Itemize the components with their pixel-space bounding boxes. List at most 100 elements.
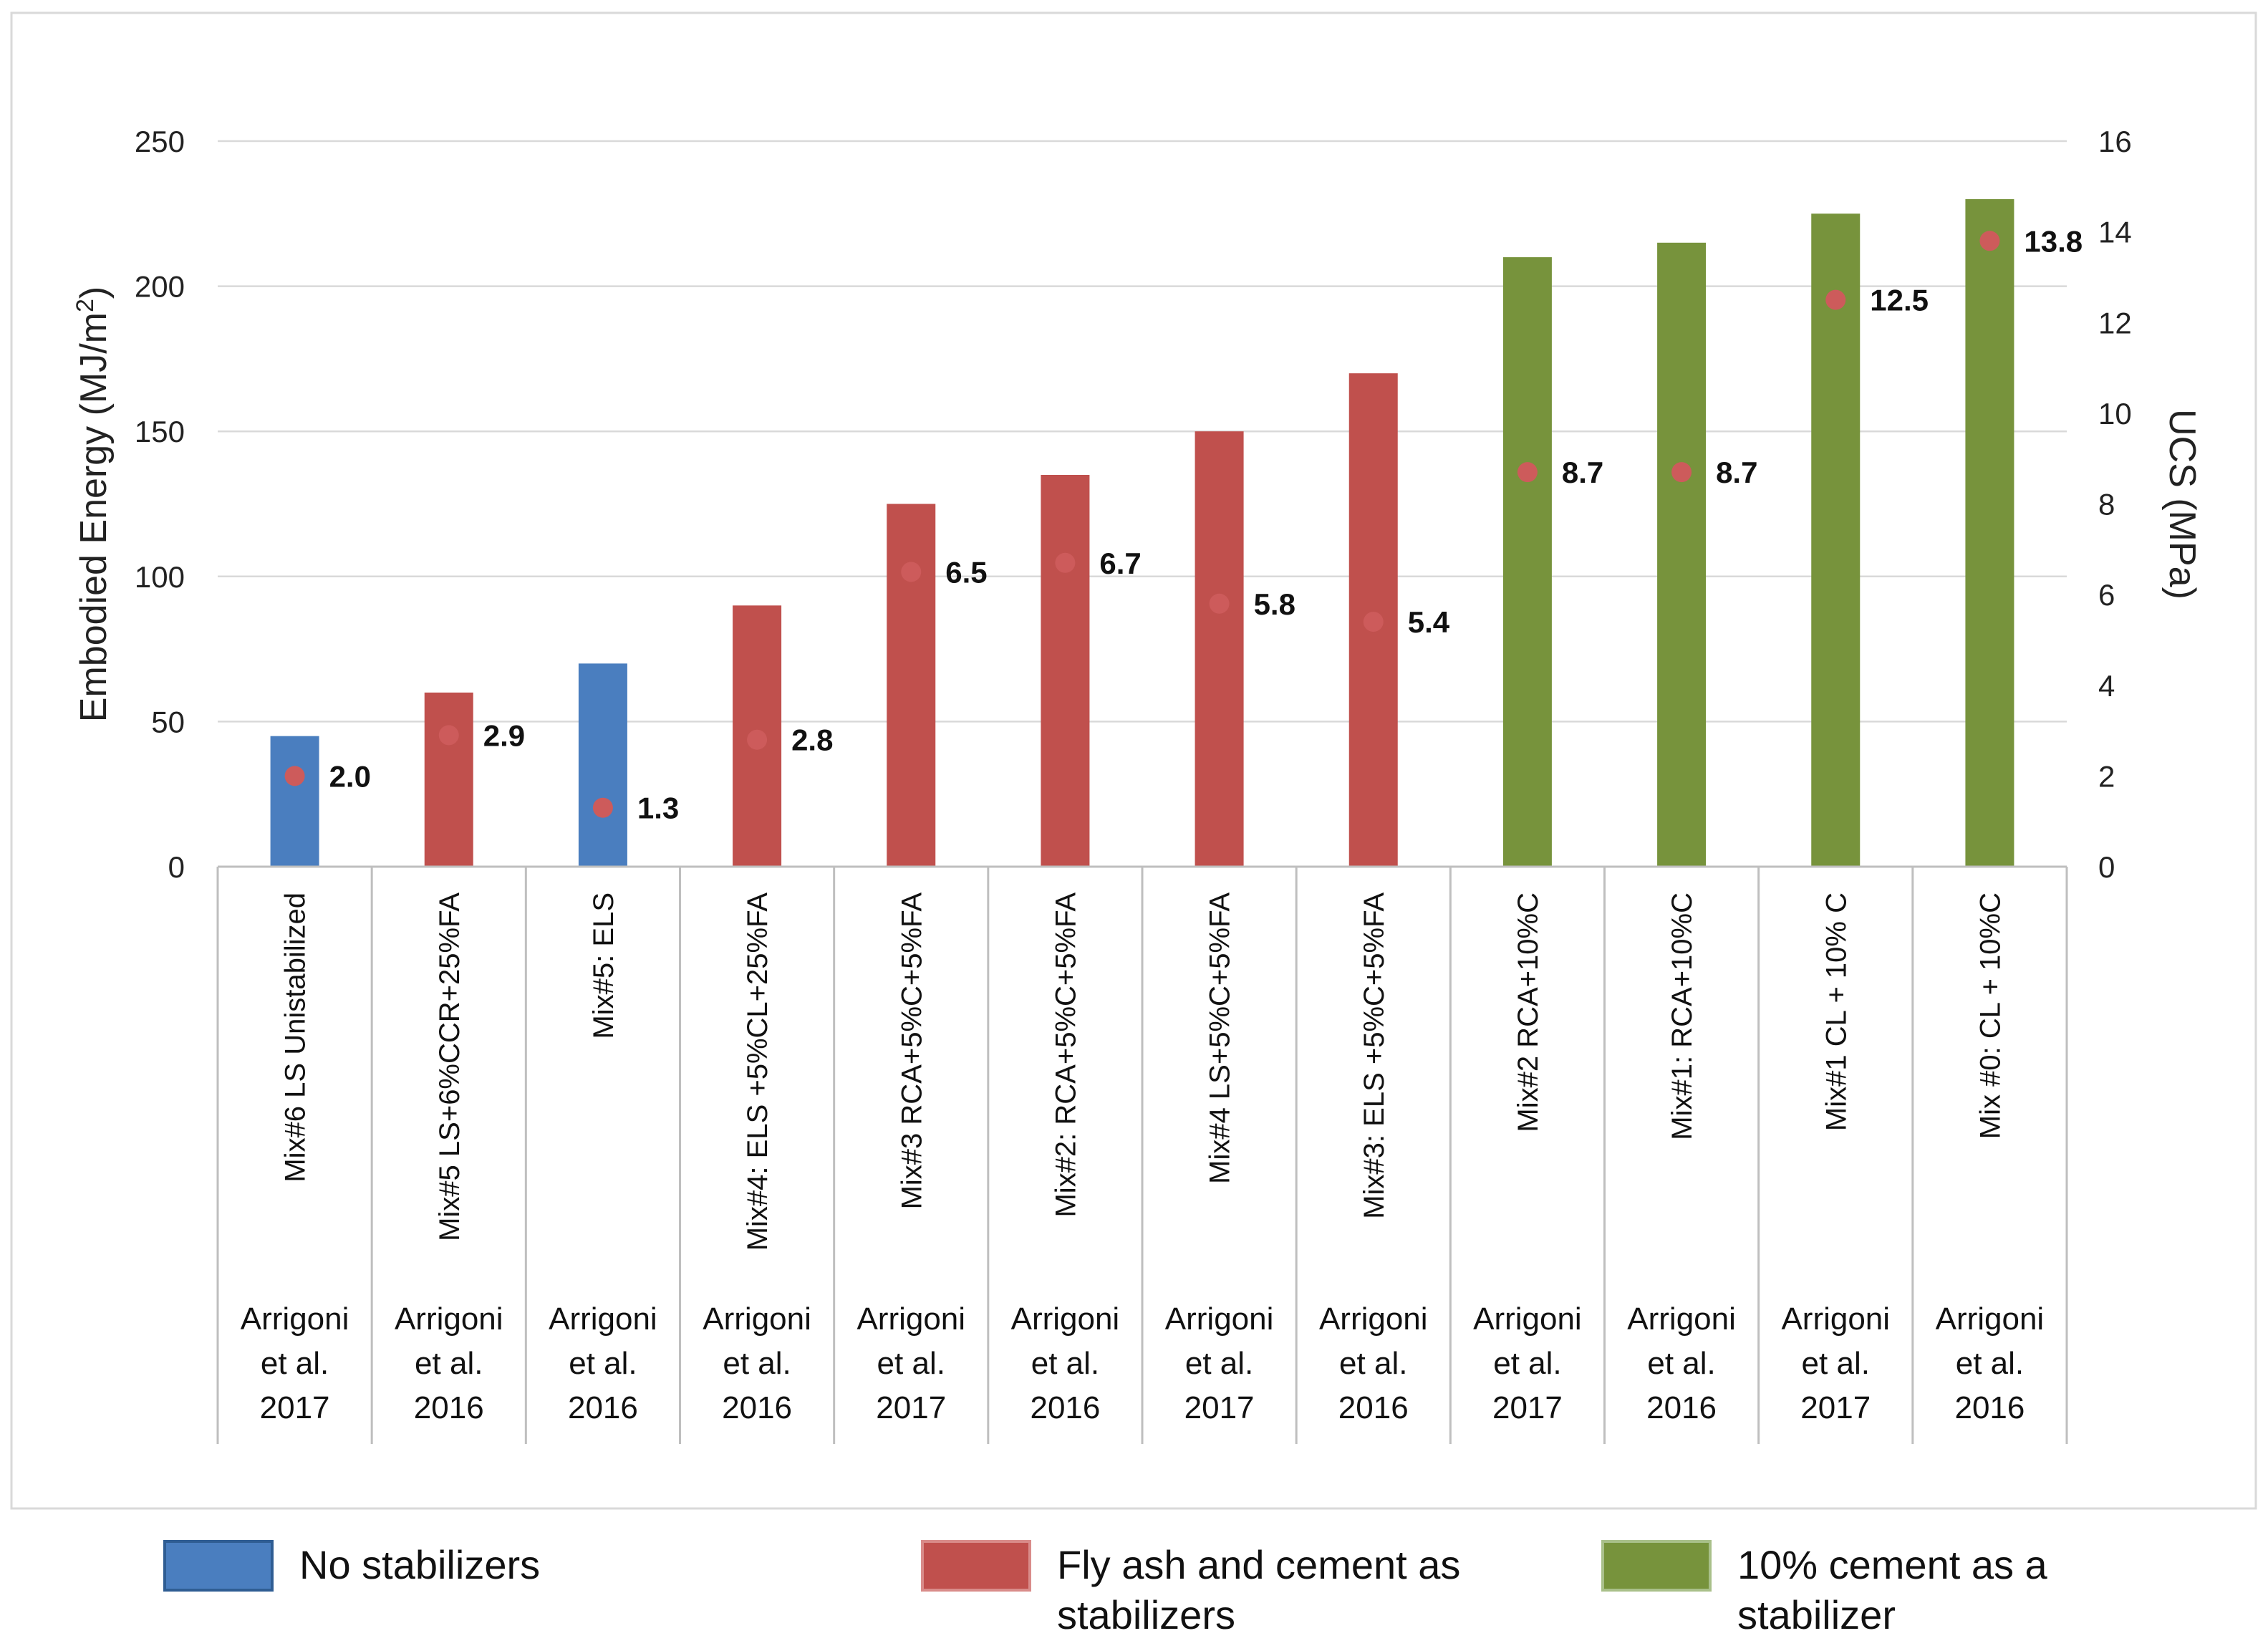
source-label: et al. xyxy=(1647,1346,1715,1381)
ucs-points: 2.0 2.9 1.3 2.8 6.5 6.7 5.8 5.4 8.7 8.7 12.5 13.8 xyxy=(284,224,2083,825)
legend-label-no-stabilizers: No stabilizers xyxy=(299,1542,541,1587)
category-label: Mix #0: CL + 10%C xyxy=(1974,892,2006,1139)
category-label: Mix#3 RCA+5%C+5%FA xyxy=(896,892,927,1210)
bar xyxy=(1195,431,1244,867)
chart-frame xyxy=(10,11,2257,1510)
legend-item-no-stabilizers: No stabilizers xyxy=(163,1540,540,1592)
left-tick-label: 100 xyxy=(135,560,185,594)
source-label: 2017 xyxy=(260,1390,330,1425)
ucs-data-label: 5.4 xyxy=(1408,605,1450,639)
right-axis-title: UCS (MPa) xyxy=(2161,409,2203,600)
ucs-point xyxy=(284,766,305,786)
bar xyxy=(424,692,473,867)
left-axis-title-end: ) xyxy=(73,287,115,299)
source-label: et al. xyxy=(1493,1346,1561,1381)
category-label: Mix#2 RCA+10%C xyxy=(1512,892,1544,1132)
legend-label-cement: 10% cement as a stabilizer xyxy=(1737,1542,2047,1637)
source-label: Arrigoni xyxy=(856,1301,965,1337)
bar xyxy=(270,736,319,867)
ucs-data-label: 6.7 xyxy=(1099,547,1141,580)
left-axis-title-main: Embodied Energy (MJ/m xyxy=(73,312,115,722)
left-tick-label: 0 xyxy=(168,850,185,884)
bar xyxy=(1965,199,2014,867)
left-tick-label: 150 xyxy=(135,415,185,448)
source-label: 2016 xyxy=(414,1390,484,1425)
source-label: 2016 xyxy=(1954,1390,2025,1425)
bar xyxy=(1502,257,1552,867)
ucs-point xyxy=(1517,462,1538,483)
legend-item-fly-ash-cement: Fly ash and cement as stabilizers xyxy=(921,1540,1460,1640)
source-label: Arrigoni xyxy=(1936,1301,2045,1337)
source-label: Arrigoni xyxy=(1165,1301,1274,1337)
ucs-point xyxy=(1671,462,1692,483)
ucs-point xyxy=(1055,552,1076,573)
source-label: et al. xyxy=(1031,1346,1099,1381)
ucs-point xyxy=(1363,612,1384,632)
right-tick-label: 0 xyxy=(2098,850,2115,884)
right-tick-label: 14 xyxy=(2098,216,2132,249)
right-axis-ticks: 0 2 4 6 8 10 12 14 16 xyxy=(2098,125,2132,884)
source-label: 2016 xyxy=(722,1390,792,1425)
bar xyxy=(1041,474,1090,867)
ucs-data-label: 6.5 xyxy=(945,555,987,589)
ucs-data-label: 12.5 xyxy=(1870,284,1929,317)
source-label: 2016 xyxy=(1030,1390,1100,1425)
bar xyxy=(1811,213,1861,867)
ucs-data-label: 2.0 xyxy=(329,759,371,793)
source-label: Arrigoni xyxy=(1781,1301,1890,1337)
right-tick-label: 6 xyxy=(2098,578,2115,612)
source-label: Arrigoni xyxy=(395,1301,503,1337)
source-label: Arrigoni xyxy=(549,1301,657,1337)
source-label: Arrigoni xyxy=(703,1301,811,1337)
category-label: Mix#5: ELS xyxy=(588,892,619,1039)
ucs-point xyxy=(901,562,922,582)
source-label: Arrigoni xyxy=(1627,1301,1736,1337)
bar-series xyxy=(270,199,2014,867)
source-label: et al. xyxy=(1802,1346,1870,1381)
ucs-data-label: 8.7 xyxy=(1562,456,1603,489)
ucs-data-label: 2.9 xyxy=(483,718,525,752)
source-label: 2016 xyxy=(568,1390,638,1425)
bar xyxy=(887,504,936,867)
left-tick-label: 200 xyxy=(135,270,185,304)
ucs-data-label: 8.7 xyxy=(1716,456,1757,489)
source-label: Arrigoni xyxy=(1473,1301,1582,1337)
source-label: Arrigoni xyxy=(241,1301,349,1337)
right-tick-label: 12 xyxy=(2098,306,2132,340)
ucs-point xyxy=(1825,289,1846,310)
category-label: Mix#3: ELS +5%C+5%FA xyxy=(1359,892,1390,1219)
ucs-data-label: 5.8 xyxy=(1254,587,1295,621)
category-label: Mix#1 CL + 10% C xyxy=(1820,892,1852,1131)
source-label: Arrigoni xyxy=(1319,1301,1428,1337)
legend-item-cement: 10% cement as a stabilizer xyxy=(1601,1540,2047,1640)
bar xyxy=(1657,242,1707,867)
source-label: 2017 xyxy=(1800,1390,1871,1425)
ucs-point xyxy=(438,725,459,746)
source-label: et al. xyxy=(569,1346,637,1381)
right-tick-label: 10 xyxy=(2098,397,2132,430)
right-tick-label: 8 xyxy=(2098,488,2115,521)
category-label: Mix#4: ELS +5%CL+25%FA xyxy=(742,892,773,1251)
right-tick-label: 4 xyxy=(2098,669,2115,703)
category-label: Mix#4 LS+5%C+5%FA xyxy=(1205,892,1236,1184)
legend-swatch-no-stabilizers xyxy=(163,1540,274,1592)
source-label: et al. xyxy=(723,1346,791,1381)
right-tick-label: 16 xyxy=(2098,125,2132,158)
bar xyxy=(578,663,627,867)
source-label: 2016 xyxy=(1338,1390,1409,1425)
legend-label-fly-ash-cement: Fly ash and cement as stabilizers xyxy=(1057,1542,1461,1637)
source-label: et al. xyxy=(1339,1346,1407,1381)
source-label: 2016 xyxy=(1646,1390,1717,1425)
source-label: et al. xyxy=(877,1346,945,1381)
source-label: 2017 xyxy=(876,1390,946,1425)
legend: No stabilizers Fly ash and cement as sta… xyxy=(0,1540,2268,1651)
right-tick-label: 2 xyxy=(2098,759,2115,793)
left-axis-title: Embodied Energy (MJ/m2) xyxy=(72,287,115,722)
ucs-point xyxy=(1979,231,2000,251)
ucs-data-label: 13.8 xyxy=(2024,224,2083,258)
source-label: et al. xyxy=(261,1346,329,1381)
left-tick-label: 50 xyxy=(151,705,185,738)
category-labels: Mix#6 LS Unistabilized Arrigoni et al. 2017… xyxy=(241,892,2044,1425)
source-label: et al. xyxy=(1185,1346,1253,1381)
